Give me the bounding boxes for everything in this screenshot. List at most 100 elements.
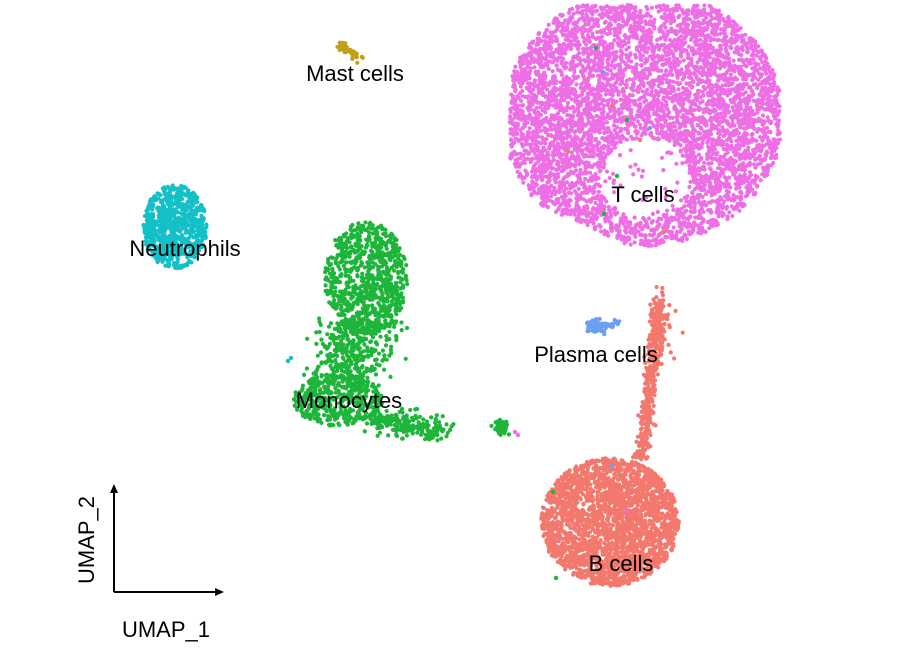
cell-point bbox=[519, 98, 524, 103]
cell-point bbox=[685, 115, 690, 120]
cell-point bbox=[555, 146, 560, 151]
cell-point bbox=[592, 60, 597, 65]
cell-point bbox=[571, 87, 577, 92]
cell-point bbox=[766, 92, 771, 98]
cell-point bbox=[669, 151, 674, 156]
cell-point bbox=[696, 196, 701, 201]
cell-point bbox=[566, 10, 572, 15]
cell-point bbox=[712, 115, 717, 120]
cell-point bbox=[707, 118, 713, 123]
cell-point bbox=[723, 90, 728, 96]
cell-point bbox=[758, 178, 763, 183]
cell-point bbox=[745, 179, 750, 184]
cell-point bbox=[670, 51, 676, 56]
cell-point bbox=[529, 142, 534, 147]
cell-point bbox=[634, 131, 639, 136]
cell-point bbox=[514, 164, 519, 169]
cell-point bbox=[737, 173, 742, 178]
cell-point bbox=[671, 225, 676, 230]
cell-point bbox=[763, 152, 768, 157]
cell-point bbox=[637, 11, 643, 16]
cell-point bbox=[639, 15, 644, 21]
cell-point bbox=[555, 141, 561, 146]
cell-point bbox=[716, 99, 721, 105]
cell-point bbox=[634, 223, 639, 228]
cell-point bbox=[555, 58, 560, 63]
cell-point bbox=[597, 141, 602, 146]
cell-point bbox=[644, 76, 650, 81]
cell-point bbox=[744, 121, 750, 126]
cell-point bbox=[537, 74, 542, 79]
cell-point bbox=[590, 31, 595, 36]
cell-point bbox=[602, 30, 607, 35]
cell-point bbox=[524, 116, 529, 121]
cell-point bbox=[665, 4, 670, 9]
cell-point bbox=[658, 43, 664, 48]
cell-point bbox=[623, 7, 628, 12]
cell-point bbox=[703, 123, 709, 128]
cell-point bbox=[689, 165, 694, 170]
cell-point bbox=[674, 161, 679, 166]
cell-point bbox=[570, 138, 575, 143]
cell-point bbox=[760, 113, 766, 118]
cell-point bbox=[604, 83, 609, 88]
cell-point bbox=[661, 239, 666, 244]
cell-point bbox=[607, 68, 613, 73]
cell-point bbox=[653, 243, 658, 248]
cell-point bbox=[633, 234, 638, 239]
cell-point bbox=[558, 80, 563, 85]
cell-point bbox=[578, 170, 583, 175]
cell-point bbox=[549, 113, 554, 118]
cell-point bbox=[643, 57, 649, 62]
cell-point bbox=[610, 135, 615, 140]
cell-point bbox=[619, 237, 624, 242]
cell-point bbox=[574, 53, 580, 59]
cell-point bbox=[596, 189, 602, 194]
cell-point bbox=[578, 58, 583, 63]
cell-point bbox=[702, 43, 707, 48]
cell-point bbox=[624, 137, 630, 142]
cell-point bbox=[549, 127, 555, 132]
cell-point bbox=[684, 148, 689, 153]
cell-point bbox=[513, 113, 519, 118]
cell-point bbox=[574, 168, 579, 173]
cell-point bbox=[520, 144, 525, 149]
cell-point bbox=[543, 32, 548, 38]
cell-point bbox=[702, 160, 707, 165]
cell-point bbox=[659, 217, 664, 222]
cell-point bbox=[604, 151, 610, 157]
cell-point bbox=[595, 29, 600, 35]
cell-point bbox=[528, 114, 533, 119]
cell-point bbox=[597, 169, 603, 174]
cell-point bbox=[541, 77, 546, 82]
cell-point bbox=[552, 74, 557, 79]
cell-point bbox=[706, 138, 711, 144]
cell-point bbox=[706, 189, 711, 194]
cell-point bbox=[714, 50, 720, 55]
cell-point bbox=[599, 28, 604, 33]
cell-point bbox=[667, 96, 672, 101]
cell-point bbox=[698, 54, 703, 59]
cell-point bbox=[573, 183, 578, 188]
cell-point bbox=[532, 150, 537, 155]
cell-point bbox=[537, 47, 542, 52]
cell-point bbox=[684, 160, 689, 165]
cell-point bbox=[771, 76, 776, 81]
cell-point bbox=[737, 185, 742, 190]
cell-point bbox=[681, 58, 687, 63]
cell-point bbox=[612, 145, 618, 150]
cell-point bbox=[655, 97, 660, 102]
cell-point bbox=[646, 46, 651, 51]
cell-point bbox=[575, 10, 580, 15]
cell-point bbox=[563, 37, 568, 42]
cell-point bbox=[726, 110, 731, 115]
cell-point bbox=[638, 126, 643, 131]
cell-point bbox=[531, 39, 536, 44]
cell-point bbox=[576, 39, 581, 44]
cell-point bbox=[696, 184, 701, 189]
cell-point bbox=[702, 3, 707, 8]
cell-point bbox=[644, 41, 649, 46]
cell-point bbox=[750, 66, 755, 71]
cell-point bbox=[762, 174, 767, 179]
cell-point bbox=[633, 124, 638, 129]
